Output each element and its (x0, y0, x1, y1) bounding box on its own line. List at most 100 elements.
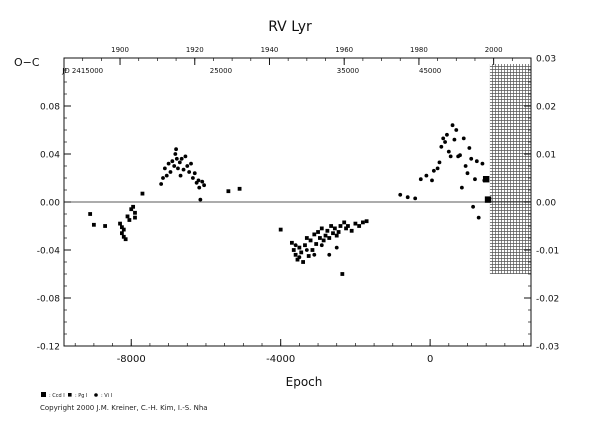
vi-data-point (405, 195, 410, 200)
pg-data-point (306, 254, 311, 258)
vi-data-point (463, 164, 468, 168)
y-tick-label: 0.08 (40, 103, 60, 113)
vi-data-point (177, 160, 182, 165)
vi-data-point (190, 176, 195, 180)
top-year-label: 1920 (186, 46, 204, 54)
vi-data-point (467, 146, 472, 150)
y-tick-label: -0.12 (37, 343, 60, 353)
pg-data-point (353, 221, 358, 226)
y-right-tick-label: -0.01 (536, 247, 559, 257)
pg-data-point (133, 215, 137, 220)
pg-data-point (327, 236, 332, 240)
pg-data-point (312, 232, 317, 237)
vi-data-point (192, 171, 197, 176)
pg-data-point (304, 236, 309, 240)
pg-data-point (364, 219, 369, 224)
vi-data-point (334, 245, 339, 250)
vi-data-point (452, 137, 457, 142)
legend-label: : Ccd I (49, 393, 65, 399)
x-tick-label: -4000 (266, 354, 295, 365)
y-right-tick-label: -0.02 (536, 295, 559, 305)
vi-data-point (197, 185, 202, 190)
copyright-text: Copyright 2000 J.M. Kreiner, C.-H. Kim, … (40, 404, 208, 412)
pg-data-point (323, 233, 328, 238)
pg-data-point (338, 224, 343, 228)
pg-data-point (301, 260, 306, 264)
vi-data-point (174, 156, 179, 161)
shaded-region (489, 64, 531, 274)
pg-data-point (120, 225, 124, 230)
vi-data-point (435, 166, 440, 171)
vi-data-point (200, 179, 205, 184)
vi-data-point (458, 153, 462, 158)
vi-data-point (202, 183, 207, 188)
vi-data-point (473, 177, 477, 182)
ccd-data-point (482, 176, 490, 183)
vi-data-point (398, 192, 403, 197)
vi-data-point (471, 204, 475, 209)
vi-data-point (446, 149, 451, 154)
pg-data-point (357, 224, 362, 228)
vi-data-point (448, 154, 453, 159)
y-tick-label: -0.04 (37, 247, 61, 257)
vi-data-point (439, 144, 444, 149)
vi-data-point (196, 178, 201, 183)
pg-data-point (334, 233, 339, 238)
top-year-label: 1960 (335, 46, 353, 54)
y-right-tick-label: 0.00 (536, 199, 556, 209)
vi-data-point (482, 178, 487, 183)
vi-data-point (459, 185, 464, 190)
legend-label: : Pg I (75, 393, 88, 399)
ccd-data-point (484, 196, 492, 203)
vi-data-point (413, 196, 418, 201)
vi-data-point (430, 178, 434, 183)
vi-data-point (474, 159, 479, 164)
vi-data-point (450, 123, 455, 128)
top-year-label: 1940 (261, 46, 279, 54)
jd-label: JD 2415000 (61, 67, 103, 75)
vi-data-point (161, 176, 165, 180)
pg-data-point (133, 210, 137, 215)
pg-data-point (121, 234, 126, 239)
pg-data-point (308, 238, 313, 243)
pg-data-point (336, 230, 341, 234)
vi-data-point (461, 136, 466, 141)
pg-data-point (291, 248, 296, 252)
vi-data-point (469, 156, 474, 161)
pg-data-point (103, 224, 107, 228)
vi-data-point (183, 154, 188, 159)
pg-data-point (295, 257, 300, 262)
vi-data-point (437, 160, 442, 165)
pg-data-point (329, 224, 334, 228)
vi-data-point (465, 171, 470, 176)
chart-title: RV Lyr (268, 19, 312, 35)
vi-data-point (168, 170, 173, 174)
pg-data-point (325, 228, 330, 233)
vi-data-point (159, 182, 164, 186)
pg-data-point (125, 214, 130, 219)
vi-data-point (304, 248, 309, 252)
pg-data-point (318, 236, 322, 240)
pg-data-point (310, 248, 315, 252)
x-tick-label: 0 (427, 354, 433, 365)
vi-data-point (454, 128, 459, 132)
vi-data-point (181, 167, 186, 172)
pg-data-point (91, 222, 96, 227)
vi-data-point (480, 161, 485, 166)
vi-data-point (445, 132, 449, 137)
legend-label: : Vi I (101, 393, 112, 399)
pg-data-point (340, 272, 345, 276)
y-tick-label: -0.08 (37, 295, 61, 305)
pg-data-point (346, 224, 350, 228)
vi-data-point (174, 147, 178, 152)
pg-data-point (289, 240, 294, 245)
pg-data-point (140, 191, 145, 196)
vi-data-point (164, 173, 169, 178)
legend-marker-circle (94, 393, 98, 397)
y-right-tick-label: 0.01 (536, 151, 556, 161)
vi-data-point (178, 173, 183, 178)
pg-data-point (321, 238, 326, 243)
y-tick-label: 0.04 (40, 151, 60, 161)
top-year-label: 1900 (111, 46, 129, 54)
